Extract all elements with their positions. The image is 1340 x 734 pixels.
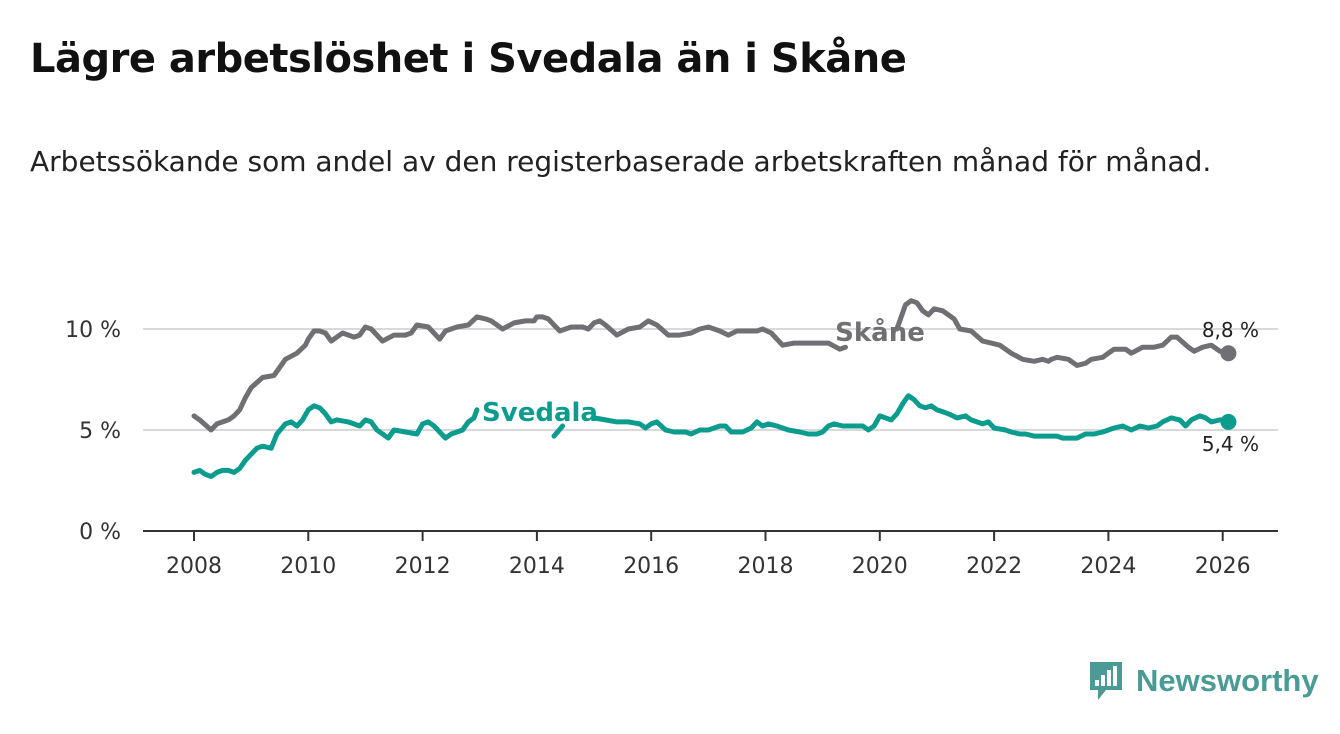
gridlines — [143, 328, 1278, 431]
axes: 0 % 5 % 10 % 2008 2010 2012 2014 2016 2018 2020 20… — [65, 318, 1278, 579]
skåne-end-marker — [1220, 345, 1237, 362]
svedala-series-name-label: Svedala — [482, 398, 598, 428]
bar-chart-logo-icon — [1090, 662, 1122, 700]
y-tick-label: 0 % — [79, 520, 121, 545]
x-tick-label: 2026 — [1195, 554, 1251, 579]
x-tick-label: 2012 — [395, 554, 451, 579]
svedala-end-value-label: 5,4 % — [1202, 432, 1259, 456]
svedala-series-line — [191, 393, 1231, 479]
skåne-series-line — [191, 298, 1231, 433]
svedala-end-marker — [1220, 413, 1237, 430]
x-tick-label: 2024 — [1080, 554, 1136, 579]
x-tick-label: 2014 — [509, 554, 565, 579]
x-tick-label: 2020 — [852, 554, 908, 579]
x-tick-label: 2022 — [966, 554, 1022, 579]
series-labels: 8,8 % 5,4 % Skåne Svedala — [482, 316, 1259, 456]
x-tick-label: 2016 — [623, 554, 679, 579]
x-tick-label: 2018 — [738, 554, 794, 579]
x-tick-label: 2010 — [280, 554, 336, 579]
brand-name: Newsworthy — [1136, 663, 1319, 698]
y-tick-label: 5 % — [79, 419, 121, 444]
chart-title: Lägre arbetslöshet i Svedala än i Skåne — [30, 36, 907, 82]
x-tick-label: 2008 — [166, 554, 222, 579]
skåne-series-name-label: Skåne — [835, 316, 925, 348]
series-lines — [191, 298, 1237, 479]
y-tick-label: 10 % — [65, 318, 121, 343]
chart-subtitle: Arbetssökande som andel av den registerb… — [30, 145, 1212, 178]
newsworthy-logo[interactable]: Newsworthy — [1088, 660, 1319, 702]
skåne-end-value-label: 8,8 % — [1202, 318, 1259, 342]
